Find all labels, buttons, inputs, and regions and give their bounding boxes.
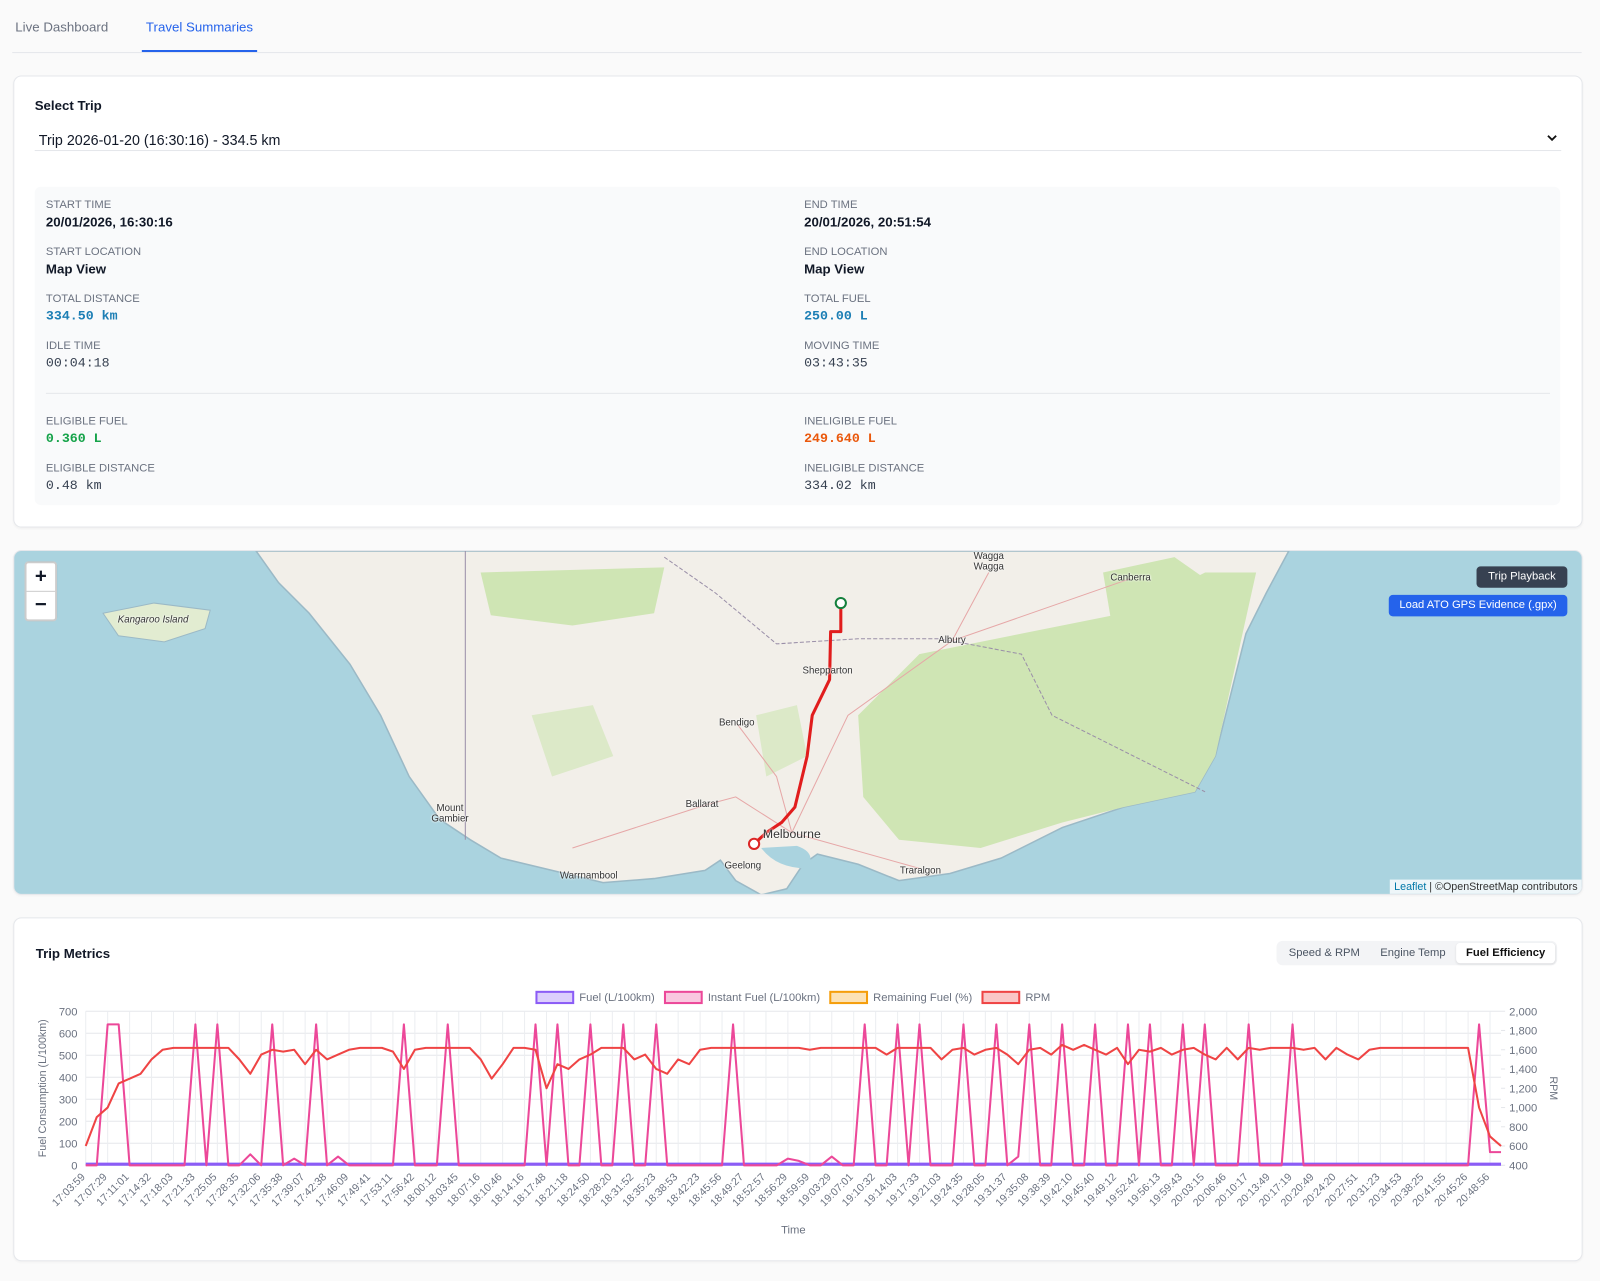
- x-axis-title: Time: [781, 1225, 806, 1237]
- map-tiles: [102, 551, 1290, 894]
- legend-label: Fuel (L/100km): [579, 992, 655, 1004]
- series-line: [85, 1023, 1502, 1167]
- y2-tick-label: 1,400: [1509, 1064, 1537, 1076]
- legend-swatch: [535, 990, 575, 1005]
- field-value: 0.48 km: [45, 477, 102, 493]
- map-label: Traralgon: [899, 865, 941, 877]
- chart: 0 100 200 300 400 500 600 700 400 600 800 1,000 1,20…: [37, 990, 1559, 1237]
- map-label: Wagga Wagga: [973, 551, 1004, 573]
- field-label: INELIGIBLE DISTANCE: [804, 462, 925, 475]
- metrics-card: Trip Metrics Speed & RPM Engine Temp Fuel …: [13, 917, 1583, 1262]
- y-tick-label: 700: [59, 1006, 78, 1018]
- chevron: [1547, 135, 1557, 142]
- metrics-title: Trip Metrics: [35, 945, 111, 962]
- legend-swatch: [981, 990, 1021, 1005]
- y-tick-label: 600: [59, 1028, 78, 1040]
- y-tick-label: 0: [71, 1160, 77, 1172]
- field-label: START TIME: [45, 198, 112, 212]
- legend-label: Instant Fuel (L/100km): [708, 992, 821, 1004]
- trip-select[interactable]: Trip 2026-01-20 (16:30:16) - 334.5 km: [34, 129, 1562, 152]
- field-value: 20/01/2026, 16:30:16: [45, 214, 173, 230]
- map-label: Canberra: [1110, 572, 1151, 584]
- playback-button[interactable]: Trip Playback: [1476, 566, 1568, 588]
- select-label: Select Trip: [34, 97, 102, 114]
- field-value: Map View: [45, 261, 107, 277]
- zoom-out[interactable]: −: [34, 593, 47, 617]
- map-label: Bendigo: [718, 717, 755, 729]
- selected-trip: Trip 2026-01-20 (16:30:16) - 334.5 km: [38, 131, 281, 148]
- field-label: TOTAL DISTANCE: [45, 292, 140, 306]
- field-value: 00:04:18: [45, 355, 110, 371]
- field-value: 334.50 km: [45, 308, 118, 324]
- y-axis-title: Fuel Consumption (L/100km): [37, 1019, 49, 1157]
- y2-axis-title: RPM: [1547, 1076, 1559, 1100]
- series-line: [84, 1043, 1502, 1147]
- field-value: 250.00 L: [804, 308, 868, 324]
- y2-tick-label: 1,000: [1509, 1103, 1537, 1115]
- y-tick-label: 300: [59, 1094, 78, 1106]
- map[interactable]: + − Trip Playback Load ATO GPS Evidence …: [13, 549, 1583, 895]
- legend-label: RPM: [1025, 992, 1050, 1004]
- map-label: Ballarat: [685, 798, 719, 811]
- gpx-button[interactable]: Load ATO GPS Evidence (.gpx): [1388, 594, 1568, 617]
- field-label: TOTAL FUEL: [804, 292, 871, 306]
- map-label: Shepparton: [802, 665, 853, 677]
- tab-indicator: [141, 49, 258, 53]
- leaflet-link[interactable]: Leaflet: [1394, 880, 1427, 893]
- zoom-in[interactable]: +: [26, 563, 56, 592]
- field-label: ELIGIBLE DISTANCE: [45, 462, 155, 475]
- field-label: INELIGIBLE FUEL: [804, 415, 898, 428]
- y2-tick-label: 400: [1509, 1160, 1528, 1172]
- zoom-control: + −: [24, 561, 58, 622]
- field-value: 249.640 L: [804, 430, 876, 446]
- y2-tick-label: 600: [1509, 1141, 1528, 1153]
- y2-tick-label: 2,000: [1509, 1006, 1537, 1018]
- field-label: END TIME: [804, 198, 858, 212]
- field-label: MOVING TIME: [804, 339, 880, 353]
- map-label: Warrnambool: [559, 870, 618, 882]
- y2-tick-label: 1,200: [1509, 1083, 1537, 1095]
- field-label: IDLE TIME: [45, 339, 101, 353]
- field-label: END LOCATION: [804, 245, 888, 259]
- legend-swatch: [663, 990, 703, 1005]
- attribution-text: | ©OpenStreetMap contributors: [1426, 880, 1578, 893]
- details-panel: [34, 186, 1561, 506]
- field-value: 334.02 km: [804, 477, 876, 493]
- field-value: 20/01/2026, 20:51:54: [804, 214, 931, 230]
- field-value: Map View: [804, 261, 865, 277]
- y2-tick-label: 1,600: [1509, 1045, 1537, 1057]
- field-value: 0.360 L: [45, 430, 102, 446]
- y2-tick-label: 1,800: [1509, 1026, 1537, 1038]
- map-label: Mount Gambier: [431, 803, 469, 825]
- map-label: Melbourne: [762, 826, 821, 841]
- y-tick-label: 500: [59, 1050, 78, 1062]
- y-tick-label: 400: [59, 1072, 78, 1084]
- map-label: Albury: [938, 634, 966, 646]
- legend-swatch: [829, 990, 869, 1005]
- tab-divider: [12, 52, 1582, 54]
- y-tick-label: 200: [59, 1116, 78, 1128]
- legend-label: Remaining Fuel (%): [873, 992, 972, 1004]
- y2-tick-label: 800: [1509, 1122, 1528, 1134]
- map-label: Geelong: [724, 860, 762, 872]
- tab[interactable]: Travel Summaries: [145, 19, 254, 35]
- view-switcher: Speed & RPM Engine Temp Fuel Efficiency: [1276, 940, 1558, 966]
- field-label: START LOCATION: [45, 245, 142, 259]
- view-tab[interactable]: Fuel Efficiency: [1455, 942, 1556, 964]
- field-label: ELIGIBLE FUEL: [45, 415, 128, 428]
- field-value: 03:43:35: [804, 355, 868, 371]
- attribution: Leaflet | ©OpenStreetMap contributors: [1390, 879, 1582, 894]
- view-tab[interactable]: Speed & RPM: [1288, 946, 1360, 960]
- map-label: Kangaroo Island: [117, 614, 189, 626]
- tab[interactable]: Live Dashboard: [15, 19, 109, 35]
- details-divider: [45, 392, 1550, 394]
- y-tick-label: 100: [59, 1138, 78, 1150]
- view-tab[interactable]: Engine Temp: [1380, 946, 1446, 960]
